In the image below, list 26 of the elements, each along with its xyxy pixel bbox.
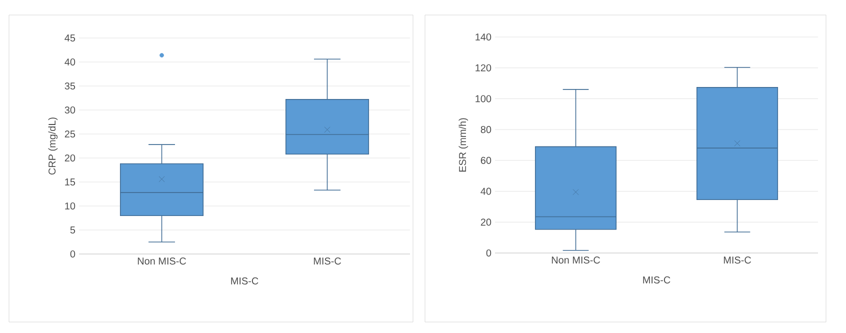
y-tick-label: 40 [64,58,76,66]
y-tick-label: 140 [476,33,492,41]
x-tick-label: MIS-C [724,256,751,264]
x-tick-label: MIS-C [314,258,341,265]
y-tick-label: 15 [65,178,76,186]
y-tick-label: 25 [64,130,76,138]
y-tick-label: 80 [480,126,492,134]
y-tick-label: 0 [70,250,76,258]
y-tick-label: 10 [65,202,76,210]
y-tick-label: 20 [64,154,76,162]
y-tick-label: 0 [486,249,492,257]
y-tick-label: 45 [64,34,76,42]
x-tick-label: Non MIS-C [138,258,186,265]
y-tick-label: 60 [480,156,492,164]
y-tick-label: 40 [480,188,492,195]
y-tick-label: 30 [64,106,76,114]
y-tick-label: 120 [476,64,492,72]
y-axis-title: CRP (mg/dL) [48,118,58,175]
y-tick-label: 35 [64,82,76,90]
y-tick-label: 100 [476,95,492,102]
y-tick-label: 5 [70,226,76,234]
y-axis-title: ESR (mm/h) [458,118,468,172]
x-tick-label: Non MIS-C [552,256,600,264]
y-tick-label: 20 [480,218,492,226]
x-axis-title: MIS-C [643,276,670,284]
x-axis-title: MIS-C [231,277,258,284]
